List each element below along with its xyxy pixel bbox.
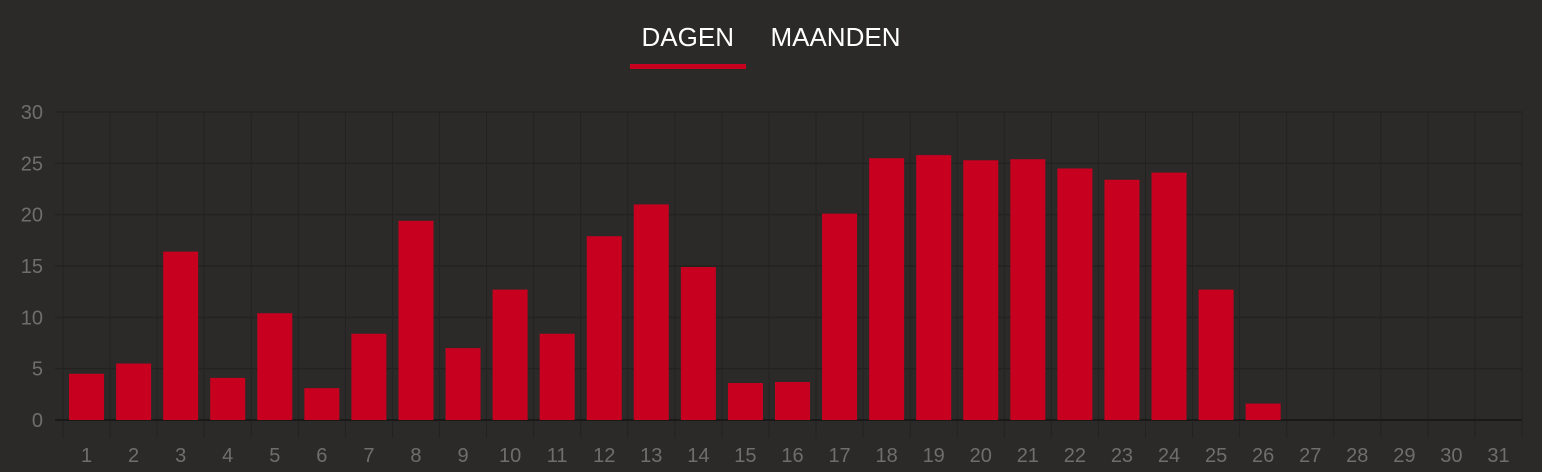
bar — [398, 220, 434, 420]
bar — [1057, 168, 1093, 420]
x-tick-label: 19 — [923, 445, 945, 467]
x-tick-label: 21 — [1017, 445, 1039, 467]
x-tick-label: 14 — [687, 445, 709, 467]
x-tick-label: 26 — [1252, 445, 1274, 467]
bar — [116, 363, 152, 420]
x-tick-label: 10 — [499, 445, 521, 467]
tab-maanden[interactable]: MAANDEN — [770, 22, 901, 52]
bar — [210, 377, 246, 420]
bar — [492, 289, 528, 420]
bar — [69, 373, 105, 420]
x-tick-label: 5 — [269, 445, 280, 467]
bar — [586, 236, 622, 420]
x-tick-label: 22 — [1064, 445, 1086, 467]
bar — [822, 213, 858, 420]
bar — [163, 251, 199, 420]
x-tick-label: 8 — [410, 445, 421, 467]
x-tick-label: 7 — [363, 445, 374, 467]
x-tick-label: 2 — [128, 445, 139, 467]
y-tick-label: 20 — [21, 205, 43, 227]
x-tick-label: 17 — [828, 445, 850, 467]
bar — [1198, 289, 1234, 420]
x-tick-label: 9 — [457, 445, 468, 467]
bar — [869, 158, 905, 420]
y-tick-label: 25 — [21, 153, 43, 175]
bar — [304, 388, 340, 420]
y-tick-label: 0 — [32, 410, 43, 432]
x-tick-label: 1 — [81, 445, 92, 467]
bar — [539, 333, 575, 420]
bar — [351, 333, 387, 420]
bar — [680, 267, 716, 420]
x-tick-label: 20 — [970, 445, 992, 467]
x-tick-label: 25 — [1205, 445, 1227, 467]
x-tick-label: 23 — [1111, 445, 1133, 467]
y-tick-label: 10 — [21, 307, 43, 329]
y-tick-label: 5 — [32, 359, 43, 381]
x-tick-label: 6 — [316, 445, 327, 467]
bar — [257, 313, 293, 420]
bar — [1245, 403, 1281, 420]
tab-bar: DAGEN MAANDEN — [0, 22, 1542, 69]
x-tick-label: 18 — [876, 445, 898, 467]
y-tick-label: 15 — [21, 256, 43, 278]
x-tick-label: 30 — [1440, 445, 1462, 467]
x-tick-label: 31 — [1487, 445, 1509, 467]
x-tick-label: 16 — [781, 445, 803, 467]
bar — [445, 348, 481, 420]
x-tick-label: 27 — [1299, 445, 1321, 467]
x-tick-label: 12 — [593, 445, 615, 467]
x-tick-label: 24 — [1158, 445, 1180, 467]
bar — [727, 383, 763, 420]
tab-dagen[interactable]: DAGEN — [629, 22, 747, 69]
x-tick-label: 29 — [1393, 445, 1415, 467]
x-tick-label: 3 — [175, 445, 186, 467]
y-tick-label: 30 — [21, 102, 43, 124]
bar — [1010, 159, 1046, 420]
x-tick-label: 11 — [547, 445, 568, 467]
bar — [1151, 172, 1187, 420]
bar — [963, 160, 999, 420]
x-tick-label: 28 — [1346, 445, 1368, 467]
bar — [633, 204, 669, 420]
bar — [916, 155, 952, 420]
x-tick-label: 13 — [640, 445, 662, 467]
bar — [1104, 179, 1140, 420]
x-tick-label: 4 — [222, 445, 233, 467]
x-tick-label: 15 — [734, 445, 756, 467]
bar — [775, 382, 810, 420]
